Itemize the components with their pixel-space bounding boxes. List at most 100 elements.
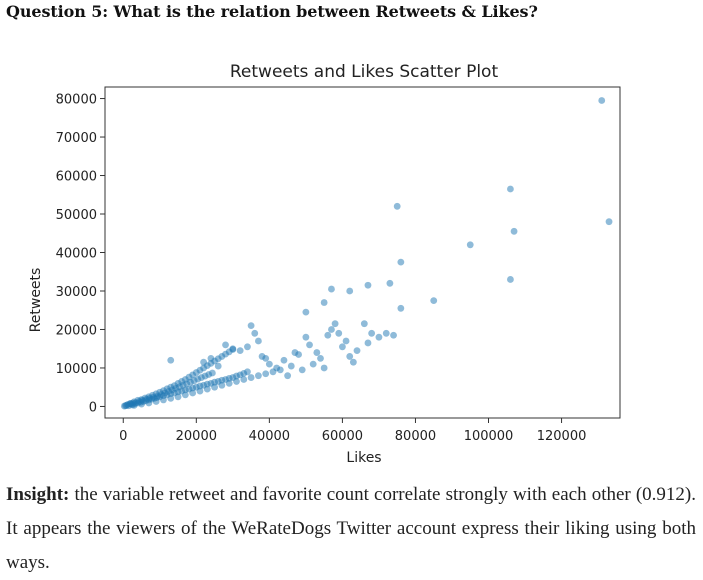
scatter-point <box>382 329 390 337</box>
x-tick-label: 40000 <box>249 429 290 444</box>
scatter-point <box>302 308 310 316</box>
scatter-point <box>236 347 244 355</box>
scatter-point <box>247 374 255 381</box>
scatter-point <box>273 364 281 372</box>
scatter-point <box>302 333 310 341</box>
scatter-point <box>255 372 262 380</box>
scatter-point <box>306 341 313 349</box>
y-tick-label: 80000 <box>56 93 97 108</box>
scatter-point <box>364 281 372 289</box>
scatter-point <box>331 320 339 328</box>
scatter-point <box>251 329 259 337</box>
scatter-point <box>507 185 514 193</box>
y-tick-label: 10000 <box>56 362 97 377</box>
scatter-point <box>397 258 405 266</box>
scatter-point <box>430 297 438 305</box>
scatter-point <box>255 337 262 345</box>
scatter-point <box>507 276 514 283</box>
scatter-point <box>262 354 270 362</box>
x-axis-label: Likes <box>346 450 381 466</box>
scatter-point <box>167 356 175 364</box>
scatter-point <box>605 218 613 226</box>
scatter-point <box>280 356 288 364</box>
scatter-point <box>200 358 208 366</box>
scatter-point <box>208 369 216 377</box>
scatter-point <box>189 389 197 397</box>
scatter-point <box>317 354 324 362</box>
x-tick-label: 60000 <box>322 429 363 444</box>
y-tick-label: 70000 <box>56 131 97 146</box>
scatter-point <box>309 360 317 368</box>
y-axis-label: Retweets <box>28 268 44 333</box>
x-tick-label: 0 <box>119 429 127 444</box>
scatter-point <box>218 381 226 389</box>
scatter-point <box>364 339 372 347</box>
insight-paragraph: Insight: the variable retweet and favori… <box>6 478 696 580</box>
scatter-point <box>265 360 273 368</box>
scatter-point <box>335 329 343 337</box>
scatter-point <box>328 285 335 293</box>
scatter-point <box>368 329 376 337</box>
y-tick-label: 50000 <box>56 208 97 223</box>
scatter-chart: Retweets and Likes Scatter Plot 0 10000 20… <box>0 50 703 470</box>
scatter-point <box>225 379 233 387</box>
scatter-point <box>229 345 237 353</box>
x-axis: 0 20000 40000 60000 80000 100000 120000 <box>119 418 586 444</box>
scatter-point <box>207 354 215 362</box>
scatter-point <box>339 343 346 351</box>
scatter-point <box>181 391 189 399</box>
y-tick-label: 40000 <box>56 247 97 262</box>
scatter-point <box>346 353 354 360</box>
scatter-point <box>313 349 321 356</box>
scatter-point <box>214 362 222 370</box>
scatter-point <box>240 376 248 383</box>
scatter-point <box>320 299 328 306</box>
scatter-point <box>167 394 175 402</box>
scatter-point <box>349 358 357 366</box>
scatter-point <box>598 97 606 104</box>
insight-text: the variable retweet and favorite count … <box>6 484 696 573</box>
scatter-point <box>160 396 167 404</box>
scatter-point <box>342 337 350 345</box>
scatter-point <box>375 333 383 341</box>
scatter-point <box>466 241 474 249</box>
scatter-point <box>174 393 182 401</box>
scatter-point <box>244 343 251 351</box>
chart-title: Retweets and Likes Scatter Plot <box>230 62 499 82</box>
scatter-point <box>397 304 405 312</box>
scatter-point <box>196 387 204 395</box>
y-tick-label: 60000 <box>56 170 97 185</box>
scatter-point <box>324 331 332 339</box>
scatter-point <box>211 383 218 391</box>
chart-svg: Retweets and Likes Scatter Plot 0 10000 20… <box>28 62 621 466</box>
scatter-point <box>390 331 397 339</box>
insight-lead: Insight: <box>6 484 70 505</box>
scatter-point <box>360 320 368 328</box>
scatter-point <box>244 368 251 376</box>
scatter-point <box>393 202 401 210</box>
x-tick-label: 80000 <box>395 429 436 444</box>
scatter-point <box>203 385 211 393</box>
scatter-point <box>284 372 292 380</box>
scatter-point <box>233 378 240 385</box>
x-tick-label: 120000 <box>537 429 587 444</box>
scatter-point <box>353 347 361 355</box>
scatter-point <box>510 227 518 235</box>
plot-frame <box>104 86 621 419</box>
scatter-point <box>247 322 255 330</box>
scatter-point <box>386 279 394 287</box>
scatter-point <box>346 287 354 295</box>
y-axis: 0 10000 20000 30000 40000 50000 60000 70000 8000… <box>56 93 105 415</box>
scatter-point <box>320 364 328 372</box>
scatter-point <box>287 362 295 370</box>
y-tick-label: 0 <box>89 400 97 415</box>
scatter-point <box>262 370 270 378</box>
scatter-point <box>222 341 229 349</box>
x-tick-label: 20000 <box>176 429 217 444</box>
scatter-point <box>295 351 302 358</box>
scatter-points <box>120 97 613 410</box>
scatter-point <box>328 326 335 333</box>
x-tick-label: 100000 <box>464 429 514 444</box>
y-tick-label: 20000 <box>56 323 97 338</box>
scatter-point <box>298 366 306 374</box>
